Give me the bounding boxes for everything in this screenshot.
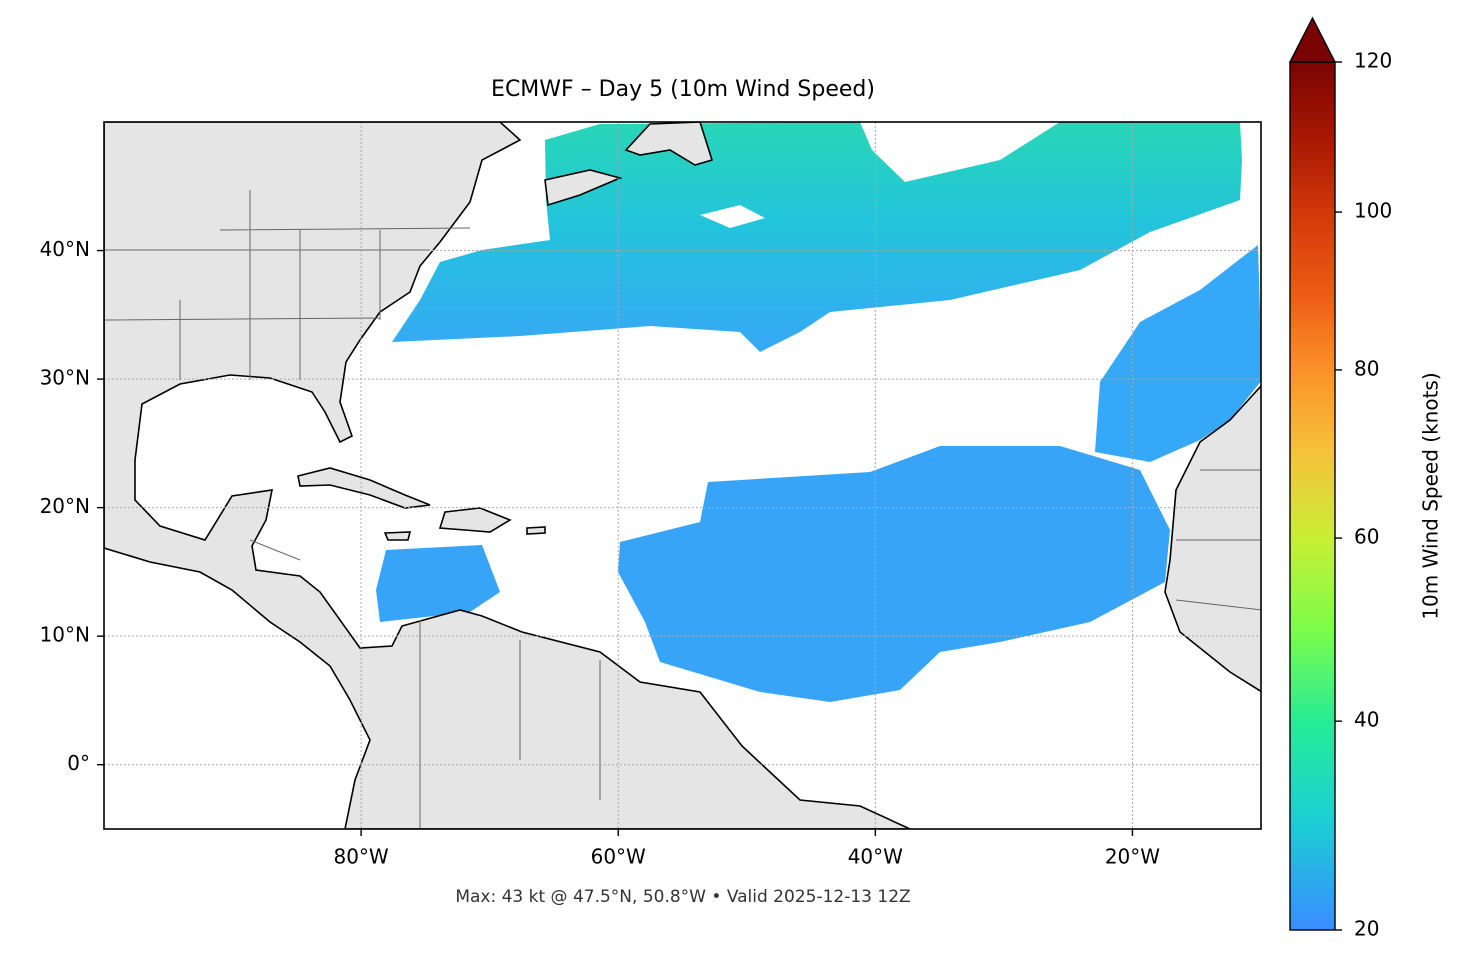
colorbar: 10m Wind Speed (knots) 20 40 60 80 100 120 <box>1288 16 1443 941</box>
map-frame <box>103 121 1262 830</box>
jamaica <box>383 531 412 541</box>
wind-gap <box>700 205 765 228</box>
y-tick-label: 30°N <box>40 366 90 390</box>
colorbar-label: 10m Wind Speed (knots) <box>1419 372 1443 619</box>
x-tick-label: 40°W <box>848 845 903 869</box>
footnote: Max: 43 kt @ 47.5°N, 50.8°W • Valid 2025… <box>455 887 910 907</box>
map-title: ECMWF – Day 5 (10m Wind Speed) <box>491 77 875 102</box>
x-tick-label: 60°W <box>591 845 646 869</box>
colorbar-tick-label: 100 <box>1354 199 1392 223</box>
nova-scotia <box>544 169 623 207</box>
y-tick-label: 0° <box>67 751 90 775</box>
cuba <box>297 467 431 509</box>
wind-field <box>618 446 1170 702</box>
colorbar-extension <box>1288 16 1337 63</box>
y-tick-label: 10°N <box>40 623 90 647</box>
y-tick-label: 20°N <box>40 494 90 518</box>
grid <box>104 122 1261 829</box>
y-tick-label: 40°N <box>40 237 90 261</box>
borders <box>104 190 1261 829</box>
colorbar-gradient <box>1289 61 1336 931</box>
colorbar-tick-label: 60 <box>1354 525 1379 549</box>
x-tick-label: 20°W <box>1105 845 1160 869</box>
africa <box>1164 384 1261 693</box>
puerto-rico <box>526 526 546 535</box>
map <box>104 122 1261 829</box>
colorbar-tick-label: 20 <box>1354 917 1379 941</box>
wind-field <box>376 545 500 622</box>
wind-field <box>1095 245 1261 462</box>
x-tick-label: 80°W <box>333 845 388 869</box>
colorbar-tick-label: 40 <box>1354 708 1379 732</box>
americas <box>104 122 911 829</box>
colorbar-tick-label: 80 <box>1354 356 1379 380</box>
colorbar-tick-label: 120 <box>1354 49 1392 73</box>
newfoundland <box>624 122 714 166</box>
